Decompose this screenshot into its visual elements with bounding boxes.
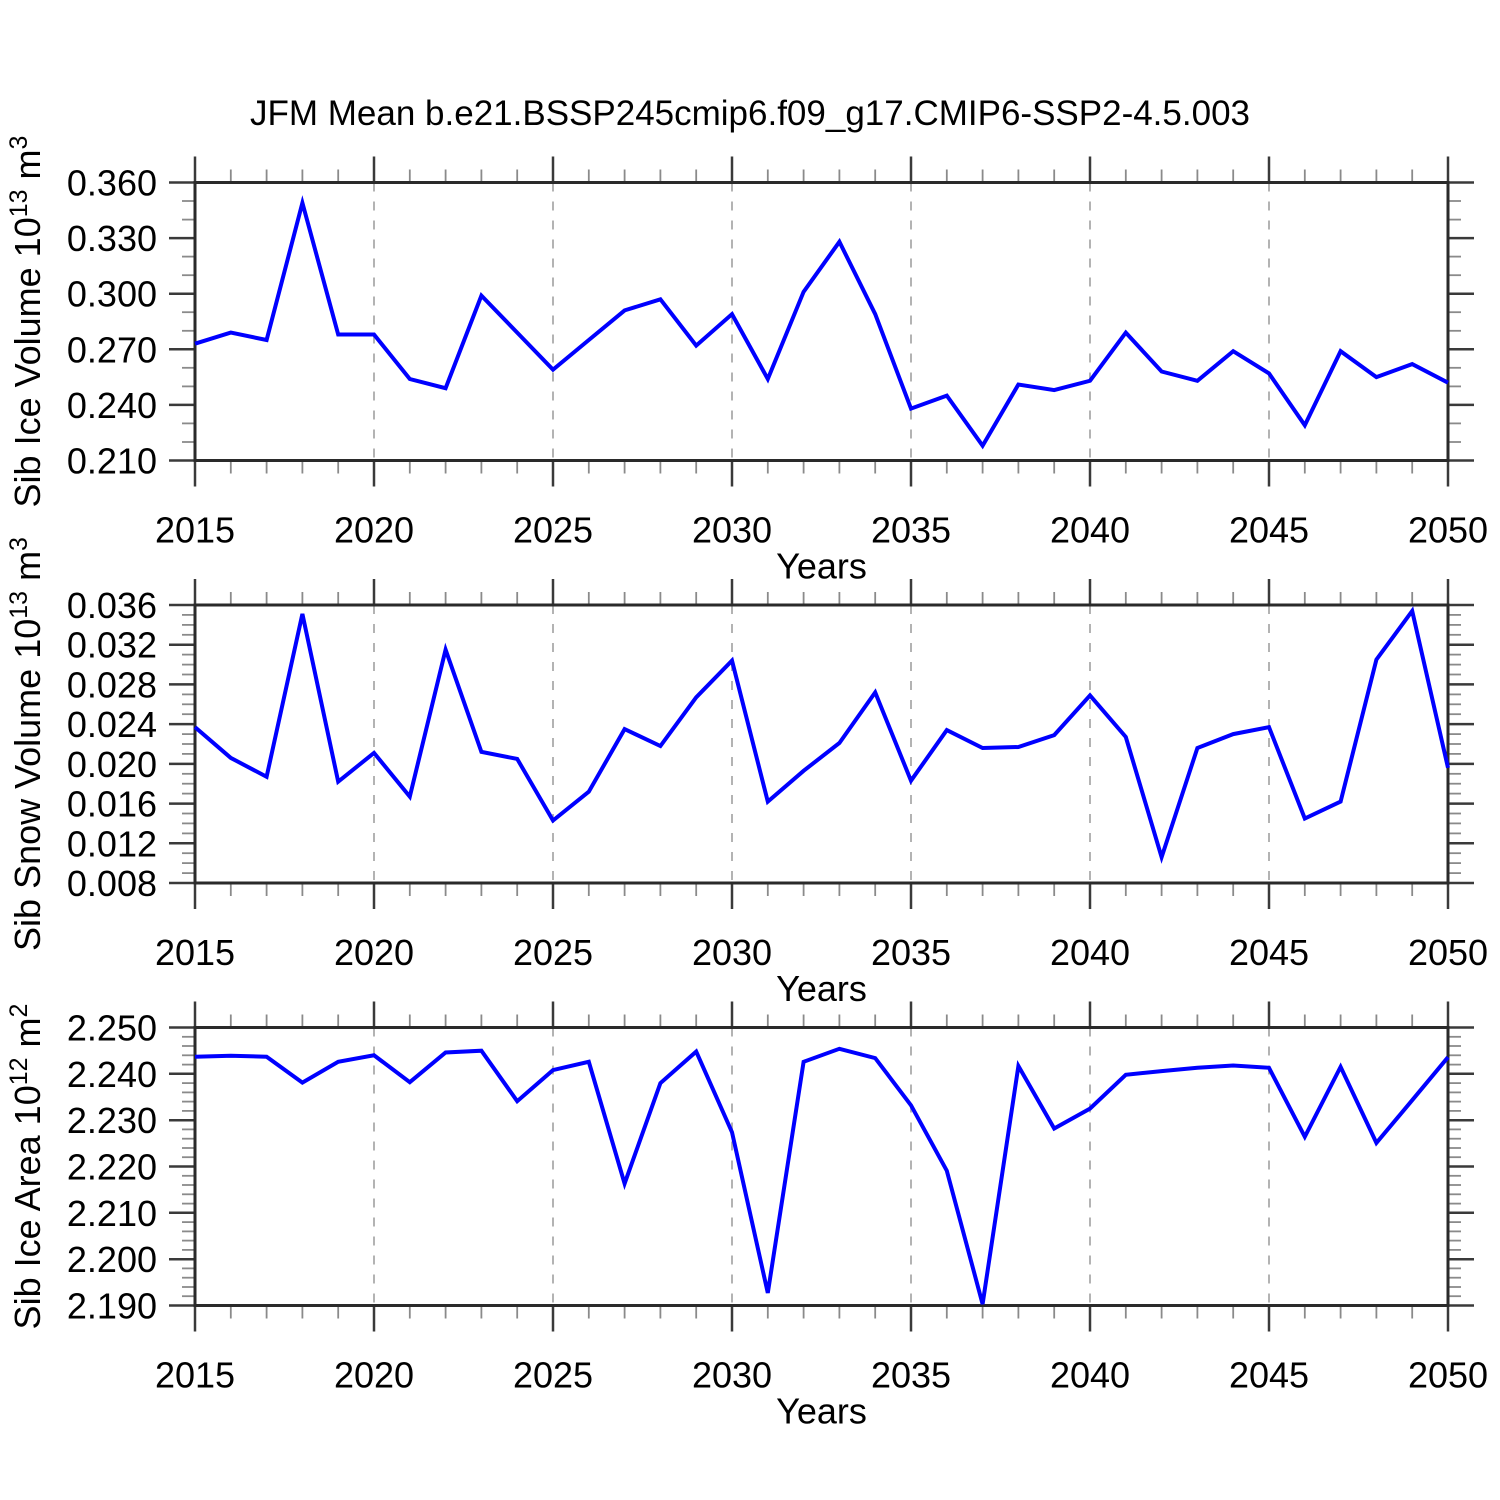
series-line bbox=[194, 195, 1449, 450]
panel-sib-snow-volume: 0.0080.0120.0160.0200.0240.0280.0320.036… bbox=[5, 537, 1488, 1009]
x-tick-label: 2050 bbox=[1408, 510, 1488, 551]
panel-sib-ice-volume: 0.210 0.240 0.270 0.300 0.330 0.360 2015 2020 20… bbox=[5, 136, 1488, 587]
y-tick-label: 2.190 bbox=[67, 1286, 157, 1327]
x-tick-label: 2030 bbox=[692, 510, 772, 551]
plot-frame bbox=[193, 603, 1450, 885]
x-tick-label: 2050 bbox=[1408, 1355, 1488, 1396]
y-tick-label: 0.270 bbox=[67, 329, 157, 370]
y-tick-label: 0.036 bbox=[67, 585, 157, 626]
x-axis-label: Years bbox=[776, 1391, 867, 1432]
y-tick-label: 0.008 bbox=[67, 863, 157, 904]
x-tick-label: 2025 bbox=[513, 932, 593, 973]
y-tick-label: 0.210 bbox=[67, 441, 157, 482]
x-tick-label: 2035 bbox=[871, 932, 951, 973]
x-tick-label: 2035 bbox=[871, 510, 951, 551]
x-tick-label: 2040 bbox=[1050, 932, 1130, 973]
x-tick-label: 2030 bbox=[692, 1355, 772, 1396]
x-tick-label: 2040 bbox=[1050, 1355, 1130, 1396]
x-tick-label: 2015 bbox=[155, 510, 235, 551]
x-tick-label: 2045 bbox=[1229, 1355, 1309, 1396]
chart-title: JFM Mean b.e21.BSSP245cmip6.f09_g17.CMIP… bbox=[250, 94, 1250, 133]
y-tick-label: 2.200 bbox=[67, 1239, 157, 1280]
y-axis-label: Sib Snow Volume 1013​ m3​ bbox=[5, 537, 48, 951]
y-tick-label: 0.032 bbox=[67, 625, 157, 666]
y-tick-label: 0.012 bbox=[67, 823, 157, 864]
x-tick-label: 2015 bbox=[155, 1355, 235, 1396]
x-tick-label: 2025 bbox=[513, 510, 593, 551]
x-tick-label: 2025 bbox=[513, 1355, 593, 1396]
x-tick-label: 2045 bbox=[1229, 932, 1309, 973]
x-tick-label: 2040 bbox=[1050, 510, 1130, 551]
series-line bbox=[194, 1046, 1450, 1305]
x-tick-label: 2020 bbox=[334, 510, 414, 551]
series-line bbox=[193, 606, 1450, 864]
y-tick-label: 0.360 bbox=[67, 163, 157, 204]
y-tick-label: 0.300 bbox=[67, 274, 157, 315]
y-tick-label: 0.330 bbox=[67, 218, 157, 259]
x-axis-label: Years bbox=[776, 546, 867, 587]
x-tick-label: 2030 bbox=[692, 932, 772, 973]
x-tick-label: 2020 bbox=[334, 1355, 414, 1396]
plot-frame bbox=[193, 181, 1450, 462]
y-tick-label: 2.250 bbox=[67, 1008, 157, 1049]
y-tick-label: 0.024 bbox=[67, 704, 157, 745]
x-tick-label: 2035 bbox=[871, 1355, 951, 1396]
x-tick-label: 2020 bbox=[334, 932, 414, 973]
x-axis-label: Years bbox=[776, 968, 867, 1009]
y-tick-label: 2.220 bbox=[67, 1147, 157, 1188]
x-tick-label: 2045 bbox=[1229, 510, 1309, 551]
y-tick-label: 0.028 bbox=[67, 664, 157, 705]
y-tick-label: 0.016 bbox=[67, 784, 157, 825]
x-tick-label: 2050 bbox=[1408, 932, 1488, 973]
y-axis-label: Sib Ice Volume 1013​ m3​ bbox=[5, 136, 48, 508]
plot-frame bbox=[193, 1026, 1450, 1307]
x-tick-label: 2015 bbox=[155, 932, 235, 973]
y-tick-label: 0.240 bbox=[67, 385, 157, 426]
y-tick-label: 2.210 bbox=[67, 1193, 157, 1234]
y-axis-label: Sib Ice Area 1012​ m2​ bbox=[5, 1004, 48, 1330]
y-tick-label: 2.240 bbox=[67, 1054, 157, 1095]
y-tick-label: 0.020 bbox=[67, 744, 157, 785]
y-tick-label: 2.230 bbox=[67, 1100, 157, 1141]
panel-sib-ice-area: 2.190 2.200 2.210 2.220 2.230 2.240 2.250 2015 2… bbox=[5, 1001, 1488, 1432]
